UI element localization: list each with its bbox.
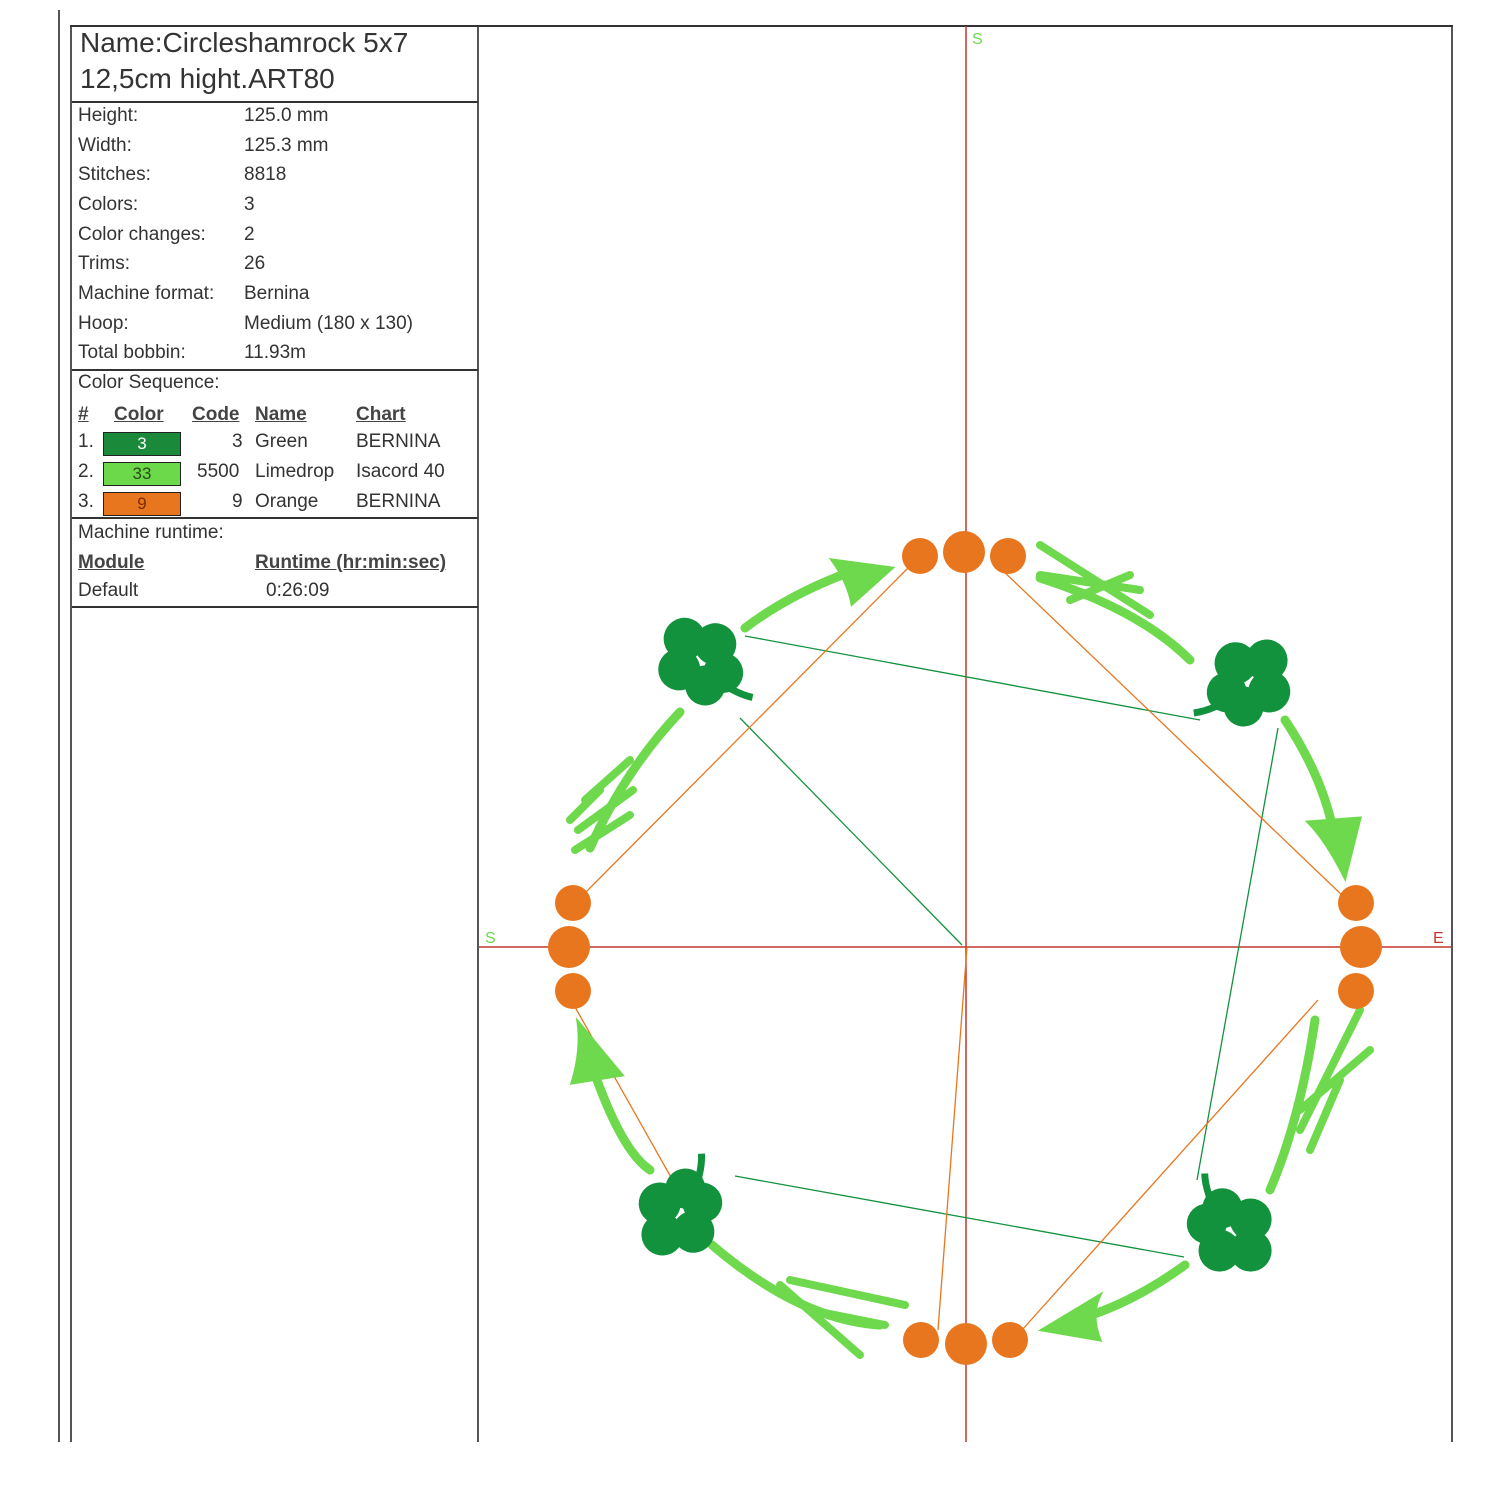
color-row-code: 5500 <box>197 461 240 482</box>
left-margin-line <box>58 10 60 1442</box>
color-swatch: 3 <box>103 432 181 456</box>
arrow-fletching <box>776 1276 909 1359</box>
prop-value: 11.93m <box>244 342 306 363</box>
arrow-fletching <box>1296 1006 1374 1154</box>
color-row-num: 3. <box>78 491 94 512</box>
jump-line <box>1021 999 1319 1331</box>
color-row-num: 2. <box>78 461 94 482</box>
bead <box>1338 885 1374 921</box>
runtime-heading: Machine runtime: <box>78 522 224 543</box>
color-swatch: 33 <box>103 462 181 486</box>
divider-color-sequence <box>72 517 478 519</box>
color-row-name: Orange <box>255 491 319 512</box>
prop-label: Width: <box>78 135 132 156</box>
shamrock-icon <box>1193 639 1291 727</box>
bead <box>548 926 590 968</box>
jump-line <box>744 635 1201 721</box>
bead <box>992 1322 1028 1358</box>
arrow-shaft <box>585 707 685 853</box>
divider-runtime <box>72 606 478 608</box>
prop-value: 8818 <box>244 164 287 185</box>
col-head-name: Name <box>255 404 307 425</box>
orange-beads <box>548 531 1382 1365</box>
prop-label: Trims: <box>78 253 131 274</box>
prop-label: Colors: <box>78 194 139 215</box>
arrow-head <box>569 1016 625 1085</box>
prop-value: 26 <box>244 253 266 274</box>
prop-label: Color changes: <box>78 224 206 245</box>
bead <box>945 1323 987 1365</box>
runtime-value: 0:26:09 <box>266 580 330 601</box>
col-head-code: Code <box>192 404 240 425</box>
prop-value: Medium (180 x 130) <box>244 313 413 334</box>
prop-value: 3 <box>244 194 255 215</box>
jump-line <box>1196 727 1279 1181</box>
arrow-head <box>1304 816 1362 883</box>
arrow-fletching <box>1036 541 1154 619</box>
panel-divider-line <box>477 26 479 1442</box>
runtime-module: Default <box>78 580 139 601</box>
jump-line <box>739 717 963 946</box>
col-head-runtime: Runtime (hr:min:sec) <box>255 552 447 573</box>
prop-label: Height: <box>78 105 139 126</box>
prop-value: 125.0 mm <box>244 105 329 126</box>
bead <box>902 538 938 574</box>
shamrock-icon <box>1186 1173 1272 1272</box>
axis-label-right: E <box>1433 930 1444 947</box>
color-row-code: 9 <box>232 491 243 512</box>
prop-label: Total bobbin: <box>78 342 186 363</box>
shamrock-icon <box>658 617 754 706</box>
jump-line <box>998 566 1346 899</box>
bead <box>903 1322 939 1358</box>
right-frame-line <box>1451 26 1453 1442</box>
color-row-chart: BERNINA <box>356 491 441 512</box>
jump-line <box>734 1175 1185 1258</box>
prop-value: 125.3 mm <box>244 135 329 156</box>
bead <box>943 531 985 573</box>
divider-title <box>72 101 478 103</box>
divider-properties <box>72 369 478 371</box>
bead <box>1338 973 1374 1009</box>
top-frame-line <box>70 25 1453 27</box>
jump-line <box>579 566 910 899</box>
bead <box>1340 926 1382 968</box>
jump-line <box>937 946 968 1331</box>
bead <box>555 885 591 921</box>
axis-label-top: S <box>972 31 983 48</box>
arrow-head <box>1037 1291 1104 1342</box>
color-swatch: 9 <box>103 492 181 516</box>
prop-label: Machine format: <box>78 283 215 304</box>
shamrocks <box>638 617 1291 1272</box>
axis-label-left: S <box>485 930 496 947</box>
color-row-name: Limedrop <box>255 461 335 482</box>
prop-label: Stitches: <box>78 164 151 185</box>
color-row-code: 3 <box>232 431 243 452</box>
design-name-line1: Name:Circleshamrock 5x7 <box>80 27 409 58</box>
color-row-num: 1. <box>78 431 94 452</box>
arrow-shaft <box>740 567 855 633</box>
col-head-num: # <box>78 404 89 425</box>
lime-arrows <box>566 541 1374 1359</box>
prop-value: 2 <box>244 224 255 245</box>
color-row-name: Green <box>255 431 308 452</box>
left-margin-line-inner <box>70 26 72 1442</box>
arrow-shaft <box>1035 573 1195 665</box>
shamrock-icon <box>638 1153 723 1256</box>
arrow-fletching <box>566 756 637 854</box>
bead <box>990 538 1026 574</box>
arrow-shaft <box>1265 1015 1320 1195</box>
col-head-color: Color <box>114 404 164 425</box>
color-row-chart: BERNINA <box>356 431 441 452</box>
arrow-head <box>828 558 896 607</box>
prop-value: Bernina <box>244 283 310 304</box>
color-row-chart: Isacord 40 <box>356 461 445 482</box>
bead <box>555 973 591 1009</box>
col-head-module: Module <box>78 552 145 573</box>
prop-label: Hoop: <box>78 313 129 334</box>
design-name-line2: 12,5cm hight.ART80 <box>80 63 335 94</box>
col-head-chart: Chart <box>356 404 406 425</box>
color-sequence-heading: Color Sequence: <box>78 372 220 393</box>
